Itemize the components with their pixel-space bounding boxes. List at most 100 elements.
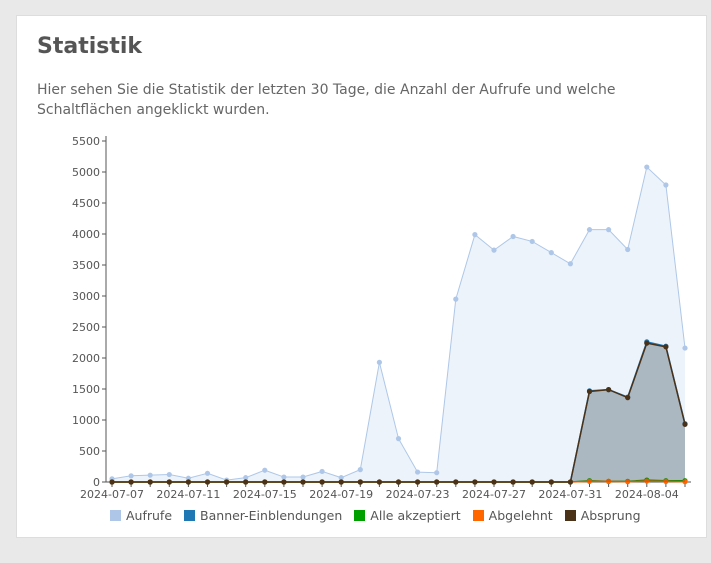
y-tick-label: 4500 xyxy=(72,197,100,210)
data-point xyxy=(434,479,440,485)
x-tick-label: 2024-07-31 xyxy=(538,488,602,501)
data-point xyxy=(224,479,230,485)
series-area-aufrufe xyxy=(112,167,685,483)
data-point xyxy=(415,479,421,485)
data-point xyxy=(281,474,287,480)
data-point xyxy=(510,479,516,485)
y-tick-label: 4000 xyxy=(72,228,100,241)
x-tick-label: 2024-07-23 xyxy=(386,488,450,501)
y-tick-label: 0 xyxy=(93,476,100,489)
data-point xyxy=(682,421,688,427)
data-point xyxy=(644,164,650,170)
data-point xyxy=(185,479,191,485)
data-point xyxy=(663,344,669,350)
legend-swatch xyxy=(472,510,484,521)
description: Hier sehen Sie die Statistik der letzten… xyxy=(37,82,616,118)
data-point xyxy=(644,478,650,484)
series-area-banner-einblendungen xyxy=(112,341,685,482)
data-point xyxy=(147,479,153,485)
data-point xyxy=(606,227,612,233)
legend-item[interactable]: Absprung xyxy=(564,508,641,523)
y-tick-label: 1500 xyxy=(72,383,100,396)
data-point xyxy=(357,467,363,473)
legend-swatch xyxy=(354,510,366,521)
data-point xyxy=(243,479,249,485)
data-point xyxy=(319,468,325,475)
data-point xyxy=(567,479,574,485)
data-point xyxy=(625,479,631,485)
data-point xyxy=(586,227,593,233)
legend-swatch xyxy=(184,510,196,521)
data-point xyxy=(376,359,382,365)
data-point xyxy=(128,473,134,479)
data-point xyxy=(625,395,631,401)
data-point xyxy=(663,478,669,484)
data-point xyxy=(262,467,268,473)
y-tick-label: 500 xyxy=(79,445,100,458)
x-tick-label: 2024-07-27 xyxy=(462,488,526,501)
data-point xyxy=(338,479,344,485)
data-point xyxy=(548,479,554,485)
x-tick-label: 2024-08-04 xyxy=(615,488,679,501)
data-point xyxy=(376,479,382,485)
data-point xyxy=(606,478,612,484)
data-point xyxy=(147,472,153,478)
y-tick-label: 2500 xyxy=(72,321,100,334)
data-point xyxy=(243,475,249,481)
data-point xyxy=(357,479,363,485)
data-point xyxy=(472,232,478,238)
y-tick-label: 3000 xyxy=(72,290,100,303)
x-tick-label: 2024-07-07 xyxy=(80,488,144,501)
legend-swatch xyxy=(564,510,576,521)
data-point xyxy=(415,469,421,475)
data-point xyxy=(529,238,535,245)
legend-item[interactable]: Alle akzeptiert xyxy=(354,508,461,523)
x-tick-label: 2024-07-11 xyxy=(156,488,220,501)
y-tick-label: 2000 xyxy=(72,352,100,365)
data-point xyxy=(453,479,459,485)
data-point xyxy=(185,475,191,481)
data-point xyxy=(586,478,593,484)
data-point xyxy=(491,247,497,253)
legend-swatch xyxy=(110,510,121,521)
y-tick-label: 1000 xyxy=(72,414,100,427)
data-point xyxy=(606,387,612,393)
data-point xyxy=(491,479,497,485)
data-point xyxy=(548,250,554,256)
series-area-absprung xyxy=(112,343,685,482)
legend-label: Abgelehnt xyxy=(488,508,553,523)
page-title: Statistik xyxy=(37,34,143,59)
data-point xyxy=(434,470,440,476)
data-point xyxy=(395,436,402,442)
data-point xyxy=(395,479,402,485)
data-point xyxy=(166,479,172,485)
data-point xyxy=(644,340,650,346)
data-point xyxy=(262,479,268,485)
y-tick-label: 3500 xyxy=(72,259,100,272)
data-point xyxy=(319,479,325,485)
legend-item[interactable]: Abgelehnt xyxy=(472,508,553,523)
legend-item[interactable]: Aufrufe xyxy=(110,508,172,523)
statistics-card: Statistik Hier sehen Sie die Statistik d… xyxy=(16,15,707,538)
data-point xyxy=(625,246,631,253)
data-point xyxy=(281,479,287,485)
legend-item[interactable]: Banner-Einblendungen xyxy=(184,508,342,523)
data-point xyxy=(567,261,574,267)
data-point xyxy=(204,479,211,485)
data-point xyxy=(453,296,459,302)
data-point xyxy=(128,479,134,485)
data-point xyxy=(300,474,306,480)
chart-legend: Aufrufe Banner-Einblendungen Alle akzeptie… xyxy=(110,508,641,523)
legend-label: Banner-Einblendungen xyxy=(200,508,343,523)
data-point xyxy=(300,479,306,485)
y-tick-label: 5000 xyxy=(72,166,100,179)
data-point xyxy=(204,470,211,476)
x-tick-label: 2024-07-15 xyxy=(233,488,297,501)
legend-label: Aufrufe xyxy=(126,508,173,523)
data-point xyxy=(663,182,669,188)
data-point xyxy=(338,475,344,481)
legend-label: Alle akzeptiert xyxy=(370,508,461,523)
data-point xyxy=(109,479,115,485)
y-tick-label: 5500 xyxy=(72,135,100,148)
